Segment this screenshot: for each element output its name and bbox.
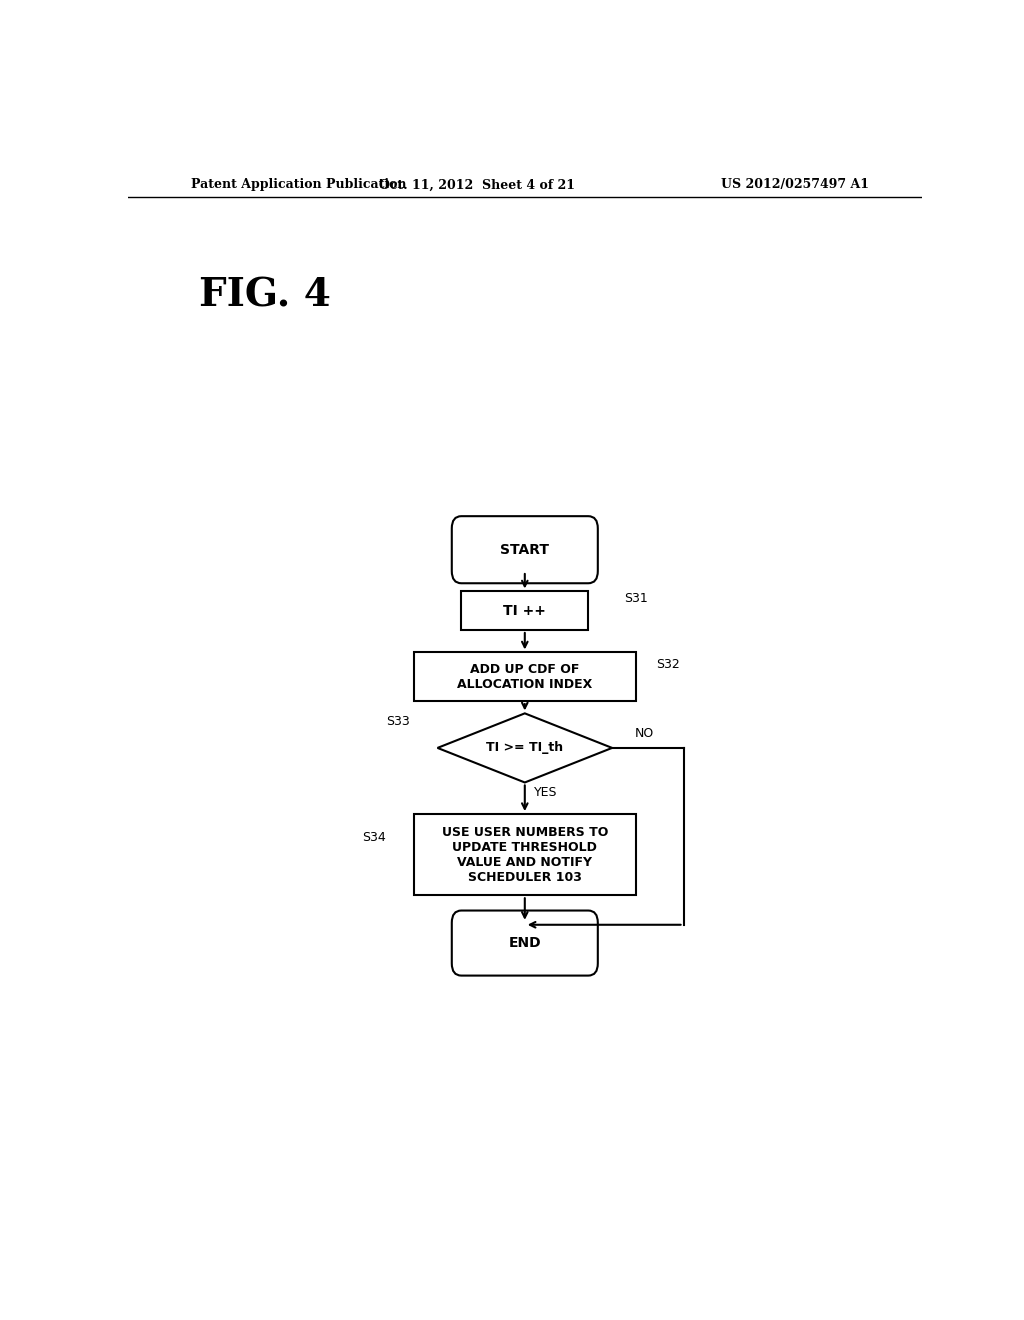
Text: S31: S31 <box>624 591 648 605</box>
Text: TI ++: TI ++ <box>504 603 546 618</box>
Text: YES: YES <box>535 787 558 799</box>
Bar <box>414 814 636 895</box>
Bar <box>461 591 588 630</box>
Text: US 2012/0257497 A1: US 2012/0257497 A1 <box>721 178 868 191</box>
Text: S32: S32 <box>655 659 680 671</box>
Text: S33: S33 <box>386 715 410 729</box>
Text: S34: S34 <box>362 830 386 843</box>
Text: END: END <box>509 936 541 950</box>
Text: Oct. 11, 2012  Sheet 4 of 21: Oct. 11, 2012 Sheet 4 of 21 <box>379 178 575 191</box>
Text: USE USER NUMBERS TO
UPDATE THRESHOLD
VALUE AND NOTIFY
SCHEDULER 103: USE USER NUMBERS TO UPDATE THRESHOLD VAL… <box>441 825 608 883</box>
Text: START: START <box>501 543 549 557</box>
Text: ADD UP CDF OF
ALLOCATION INDEX: ADD UP CDF OF ALLOCATION INDEX <box>457 663 593 690</box>
Bar <box>414 652 636 701</box>
Polygon shape <box>437 713 612 783</box>
FancyBboxPatch shape <box>452 516 598 583</box>
Text: FIG. 4: FIG. 4 <box>200 277 332 314</box>
Text: TI >= TI_th: TI >= TI_th <box>486 742 563 755</box>
Text: Patent Application Publication: Patent Application Publication <box>191 178 407 191</box>
FancyBboxPatch shape <box>452 911 598 975</box>
Text: NO: NO <box>634 727 653 741</box>
